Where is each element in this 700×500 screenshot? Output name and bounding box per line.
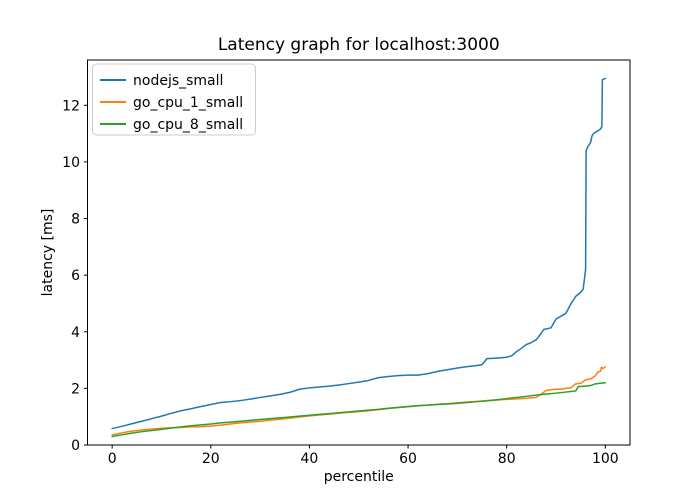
y-axis-label: latency [ms] xyxy=(40,209,56,297)
x-tick-label: 60 xyxy=(399,451,417,467)
x-tick-label: 0 xyxy=(108,451,117,467)
chart-title: Latency graph for localhost:3000 xyxy=(218,35,500,55)
y-tick-label: 4 xyxy=(71,325,80,341)
y-tick-label: 6 xyxy=(71,268,80,284)
legend-box xyxy=(92,63,256,136)
y-axis-ticks: 0 2 4 6 8 10 12 xyxy=(62,98,88,454)
legend-label-go_cpu_8_small: go_cpu_8_small xyxy=(133,117,243,133)
x-axis-label: percentile xyxy=(324,469,394,485)
series-line-go_cpu_8_small xyxy=(111,381,607,438)
legend-label-go_cpu_1_small: go_cpu_1_small xyxy=(133,95,243,111)
y-tick-label: 0 xyxy=(71,438,80,454)
y-tick-label: 12 xyxy=(62,98,80,114)
x-tick-label: 100 xyxy=(592,451,619,467)
legend-label-nodejs_small: nodejs_small xyxy=(133,73,223,89)
x-tick-label: 40 xyxy=(301,451,319,467)
legend: nodejs_small go_cpu_1_small go_cpu_8_small xyxy=(92,63,256,136)
x-tick-label: 80 xyxy=(498,451,516,467)
y-tick-label: 8 xyxy=(71,212,80,228)
x-axis-ticks: 0 20 40 60 80 100 xyxy=(108,445,619,467)
series-lines xyxy=(111,77,607,438)
plot-border xyxy=(87,59,631,446)
y-tick-label: 10 xyxy=(62,155,80,171)
series-line-nodejs_small xyxy=(111,77,607,430)
y-tick-label: 2 xyxy=(71,381,80,397)
x-tick-label: 20 xyxy=(202,451,220,467)
